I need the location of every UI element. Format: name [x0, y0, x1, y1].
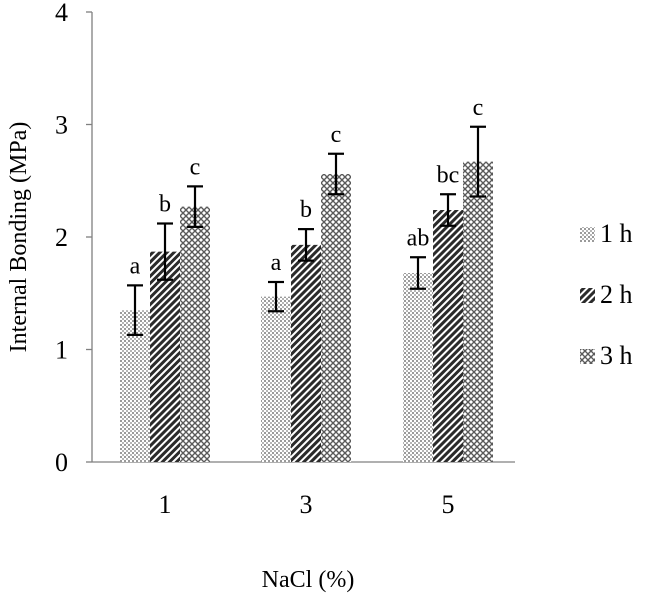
- legend-item: 2 h: [580, 280, 633, 309]
- x-axis-label: NaCl (%): [262, 567, 355, 593]
- bar: [291, 244, 321, 462]
- legend-swatch: [580, 227, 595, 242]
- legend-swatch: [580, 349, 595, 364]
- y-ticks: 0 1 2 3 4: [55, 0, 92, 477]
- bars: [120, 161, 493, 462]
- error-bar: [268, 280, 284, 313]
- x-tick-label: 5: [442, 490, 455, 519]
- bar: [180, 206, 210, 462]
- significance-label: ab: [407, 225, 430, 251]
- error-bar: [470, 125, 486, 198]
- error-bar: [298, 228, 314, 262]
- legend-label: 3 h: [600, 341, 633, 370]
- bar-labels: a a ab b b bc c c c: [130, 95, 484, 280]
- error-bar: [410, 256, 426, 290]
- legend: 1 h 2 h 3 h: [580, 219, 633, 370]
- significance-label: c: [190, 154, 201, 180]
- significance-label: bc: [437, 162, 460, 188]
- significance-label: c: [331, 122, 342, 148]
- x-tick-label: 1: [159, 490, 172, 519]
- y-tick-label: 3: [55, 111, 68, 140]
- legend-swatch: [580, 288, 595, 303]
- bar: [433, 210, 463, 462]
- x-ticks: 1 3 5: [159, 490, 455, 519]
- y-tick-label: 4: [55, 0, 68, 27]
- legend-item: 1 h: [580, 219, 633, 248]
- bar: [261, 296, 291, 462]
- legend-label: 1 h: [600, 219, 633, 248]
- error-bar: [440, 193, 456, 227]
- bar: [463, 161, 493, 462]
- significance-label: c: [473, 95, 484, 121]
- error-bar: [157, 222, 173, 281]
- bar: [403, 273, 433, 462]
- significance-label: b: [159, 192, 171, 218]
- error-bar: [187, 185, 203, 228]
- bar: [321, 174, 351, 462]
- y-tick-label: 0: [55, 448, 68, 477]
- bar: [150, 251, 180, 462]
- y-tick-label: 2: [55, 223, 68, 252]
- error-bar: [328, 152, 344, 196]
- x-tick-label: 3: [300, 490, 313, 519]
- significance-label: a: [130, 253, 141, 279]
- legend-item: 3 h: [580, 341, 633, 370]
- y-axis-label: Internal Bonding (MPa): [6, 122, 32, 353]
- error-bars: [127, 125, 486, 336]
- y-tick-label: 1: [55, 336, 68, 365]
- significance-label: a: [271, 250, 282, 276]
- significance-label: b: [300, 197, 312, 223]
- legend-label: 2 h: [600, 280, 633, 309]
- error-bar: [127, 284, 143, 336]
